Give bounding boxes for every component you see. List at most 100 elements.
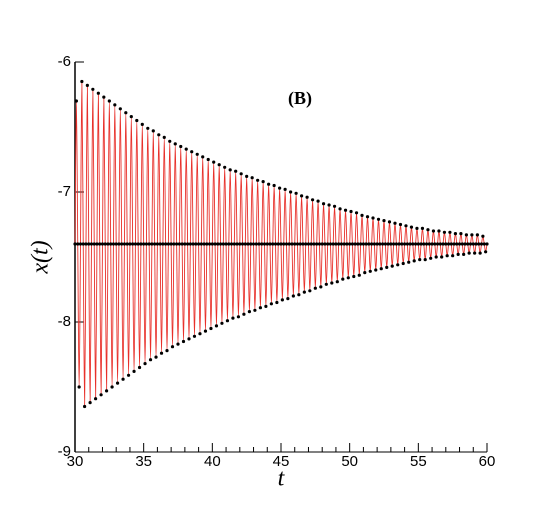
data-point bbox=[132, 369, 136, 373]
data-point bbox=[396, 263, 400, 267]
data-point bbox=[210, 242, 214, 246]
data-point bbox=[239, 172, 243, 176]
data-point bbox=[437, 229, 441, 233]
data-point bbox=[261, 180, 265, 184]
data-point bbox=[335, 280, 339, 284]
data-point bbox=[187, 337, 191, 341]
data-point bbox=[229, 242, 234, 246]
y-tick-label: -6 bbox=[58, 53, 71, 70]
data-point bbox=[449, 242, 453, 246]
data-point bbox=[286, 297, 290, 301]
data-point bbox=[310, 198, 315, 202]
data-point bbox=[194, 242, 198, 246]
data-point bbox=[202, 242, 206, 246]
data-point bbox=[131, 242, 135, 246]
data-point bbox=[321, 202, 326, 206]
data-point bbox=[442, 230, 447, 234]
data-point bbox=[220, 321, 224, 325]
data-point bbox=[482, 242, 486, 246]
data-point bbox=[386, 242, 390, 246]
data-point bbox=[416, 242, 420, 246]
data-point bbox=[89, 242, 94, 246]
data-point bbox=[289, 190, 293, 194]
data-point bbox=[74, 99, 78, 103]
data-point bbox=[376, 217, 381, 221]
data-point bbox=[262, 242, 267, 246]
data-point bbox=[203, 329, 208, 333]
data-point bbox=[305, 195, 309, 199]
data-point bbox=[213, 242, 217, 246]
data-point bbox=[162, 135, 166, 139]
data-point bbox=[298, 242, 302, 246]
data-point bbox=[76, 242, 80, 246]
data-point bbox=[191, 242, 195, 246]
data-point bbox=[121, 377, 125, 381]
data-point bbox=[367, 242, 371, 246]
data-point bbox=[284, 242, 289, 246]
data-point bbox=[301, 242, 305, 246]
x-tick-label: 60 bbox=[479, 453, 496, 470]
data-point bbox=[267, 182, 271, 186]
data-point bbox=[334, 242, 338, 246]
data-point bbox=[150, 242, 154, 246]
data-point bbox=[420, 226, 425, 230]
data-point bbox=[365, 215, 370, 219]
data-point bbox=[198, 332, 202, 336]
x-tick-label: 30 bbox=[67, 453, 84, 470]
data-point bbox=[257, 242, 261, 246]
data-point bbox=[357, 273, 361, 277]
data-point bbox=[260, 242, 264, 246]
data-point bbox=[148, 358, 153, 362]
data-point bbox=[473, 251, 477, 255]
data-point bbox=[95, 242, 99, 246]
data-point bbox=[400, 242, 404, 246]
data-point bbox=[337, 242, 341, 246]
data-point bbox=[326, 242, 330, 246]
data-point bbox=[180, 242, 184, 246]
data-point bbox=[460, 242, 464, 246]
data-point bbox=[225, 319, 230, 323]
data-point bbox=[96, 91, 100, 95]
data-point bbox=[345, 242, 349, 246]
data-point bbox=[332, 204, 337, 208]
data-point bbox=[102, 95, 106, 99]
data-point bbox=[104, 389, 109, 393]
data-point bbox=[201, 155, 205, 159]
data-point bbox=[441, 242, 445, 246]
data-point bbox=[385, 265, 389, 269]
x-tick-label: 45 bbox=[273, 453, 290, 470]
data-point bbox=[427, 242, 431, 246]
data-point bbox=[466, 242, 470, 246]
data-point bbox=[111, 242, 116, 246]
data-point bbox=[309, 242, 313, 246]
data-point bbox=[353, 242, 357, 246]
data-point bbox=[389, 242, 393, 246]
data-point bbox=[176, 342, 180, 346]
data-point bbox=[453, 232, 458, 236]
data-point bbox=[315, 242, 319, 246]
data-point bbox=[434, 255, 438, 259]
x-tick-label: 50 bbox=[341, 453, 358, 470]
data-point bbox=[143, 362, 147, 366]
data-point bbox=[87, 242, 91, 246]
data-point bbox=[249, 242, 253, 246]
data-point bbox=[445, 254, 449, 258]
data-point bbox=[197, 242, 201, 246]
data-point bbox=[302, 290, 306, 294]
data-point bbox=[106, 242, 110, 246]
data-point bbox=[287, 242, 291, 246]
data-point bbox=[331, 242, 335, 246]
data-point bbox=[478, 251, 482, 255]
data-point bbox=[117, 242, 121, 246]
data-point bbox=[81, 242, 85, 246]
data-point bbox=[179, 144, 183, 149]
data-point bbox=[341, 277, 345, 281]
data-point bbox=[254, 242, 258, 246]
data-point bbox=[177, 242, 181, 246]
data-point bbox=[73, 242, 77, 246]
data-point bbox=[223, 165, 227, 169]
data-point bbox=[378, 242, 382, 246]
data-point bbox=[243, 242, 247, 246]
